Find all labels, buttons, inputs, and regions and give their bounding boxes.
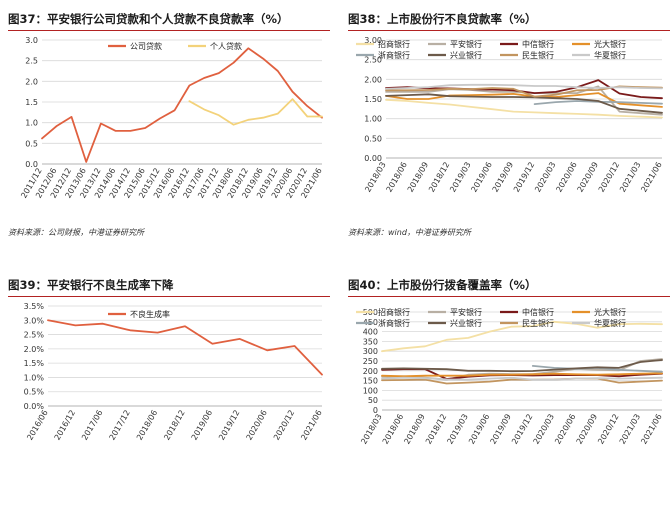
chart-40: 0501001502002503003504004505002018/03201… (348, 300, 670, 472)
y-tick-label: 300 (363, 347, 378, 356)
legend-label: 招商银行 (378, 307, 410, 317)
x-tick-label: 2017/06 (80, 409, 104, 442)
y-tick-label: 1.5 (25, 98, 38, 107)
series-line (48, 320, 322, 374)
x-tick-label: 2018/12 (162, 409, 186, 442)
y-tick-label: 3.5% (24, 302, 45, 311)
y-tick-label: 1.0% (24, 373, 45, 382)
y-tick-label: 350 (363, 337, 378, 346)
legend-label: 浙商银行 (378, 50, 410, 60)
chart-title: 图40：上市股份行拨备覆盖率（%） (348, 276, 670, 297)
legend-label: 浙商银行 (378, 318, 410, 328)
y-tick-label: 150 (363, 377, 378, 386)
legend-label: 平安银行 (450, 307, 482, 317)
legend-label: 中信银行 (522, 39, 554, 49)
y-tick-label: 1.50 (364, 95, 382, 104)
legend-label: 平安银行 (450, 39, 482, 49)
chart-title: 图39：平安银行不良生成率下降 (8, 276, 330, 297)
y-tick-label: 250 (363, 357, 378, 366)
y-tick-label: 2.0% (24, 345, 45, 354)
y-tick-label: 0.5 (25, 139, 38, 148)
chart-source: 资料来源：公司财报，中港证券研究所 (8, 227, 144, 238)
chart-title: 图37：平安银行公司贷款和个人贷款不良贷款率（%） (8, 10, 330, 31)
legend-label: 光大银行 (594, 39, 626, 49)
x-tick-label: 2017/12 (108, 409, 132, 442)
y-tick-label: 2.5 (25, 57, 38, 66)
y-tick-label: 1.00 (364, 115, 382, 124)
x-tick-label: 2016/06 (25, 409, 49, 442)
legend-label: 兴业银行 (450, 318, 482, 328)
legend-label: 华夏银行 (594, 318, 626, 328)
y-tick-label: 400 (363, 328, 378, 337)
legend-label: 华夏银行 (594, 50, 626, 60)
y-tick-label: 200 (363, 367, 378, 376)
y-tick-label: 0.5% (24, 388, 45, 397)
legend-label: 不良生成率 (130, 309, 170, 319)
y-tick-label: 2.5% (24, 331, 45, 340)
y-tick-label: 1.5% (24, 359, 45, 368)
chart-title: 图38：上市股份行不良贷款率（%） (348, 10, 670, 31)
legend-label: 个人贷款 (210, 41, 242, 51)
x-tick-label: 2021/06 (639, 413, 663, 446)
legend-label: 公司贷款 (130, 41, 162, 51)
series-line (42, 48, 322, 162)
y-tick-label: 3.0 (25, 36, 38, 45)
x-tick-label: 2019/06 (190, 409, 214, 442)
legend-label: 光大银行 (594, 307, 626, 317)
series-line (189, 99, 322, 125)
x-tick-label: 2016/12 (53, 409, 77, 442)
x-tick-label: 2019/12 (217, 409, 241, 442)
x-tick-label: 2018/06 (135, 409, 159, 442)
x-tick-label: 2021/06 (639, 161, 663, 194)
y-tick-label: 2.0 (25, 77, 38, 86)
y-tick-label: 0.50 (364, 134, 382, 143)
legend-label: 中信银行 (522, 307, 554, 317)
x-tick-label: 2020/12 (272, 409, 296, 442)
y-tick-label: 50 (368, 396, 378, 405)
chart-source: 资料来源：wind，中港证券研究所 (348, 227, 471, 238)
y-tick-label: 3.0% (24, 316, 45, 325)
legend-label: 兴业银行 (450, 50, 482, 60)
y-tick-label: 1.0 (25, 119, 38, 128)
x-tick-label: 2020/06 (245, 409, 269, 442)
legend-label: 民生银行 (522, 50, 554, 60)
chart-38: 0.000.501.001.502.002.503.002018/032018/… (348, 34, 670, 224)
legend-label: 民生银行 (522, 318, 554, 328)
x-tick-label: 2021/06 (299, 409, 323, 442)
y-tick-label: 100 (363, 386, 378, 395)
y-tick-label: 2.00 (364, 75, 382, 84)
chart-37: 0.00.51.01.52.02.53.02011/122012/062012/… (8, 34, 330, 224)
legend-label: 招商银行 (378, 39, 410, 49)
